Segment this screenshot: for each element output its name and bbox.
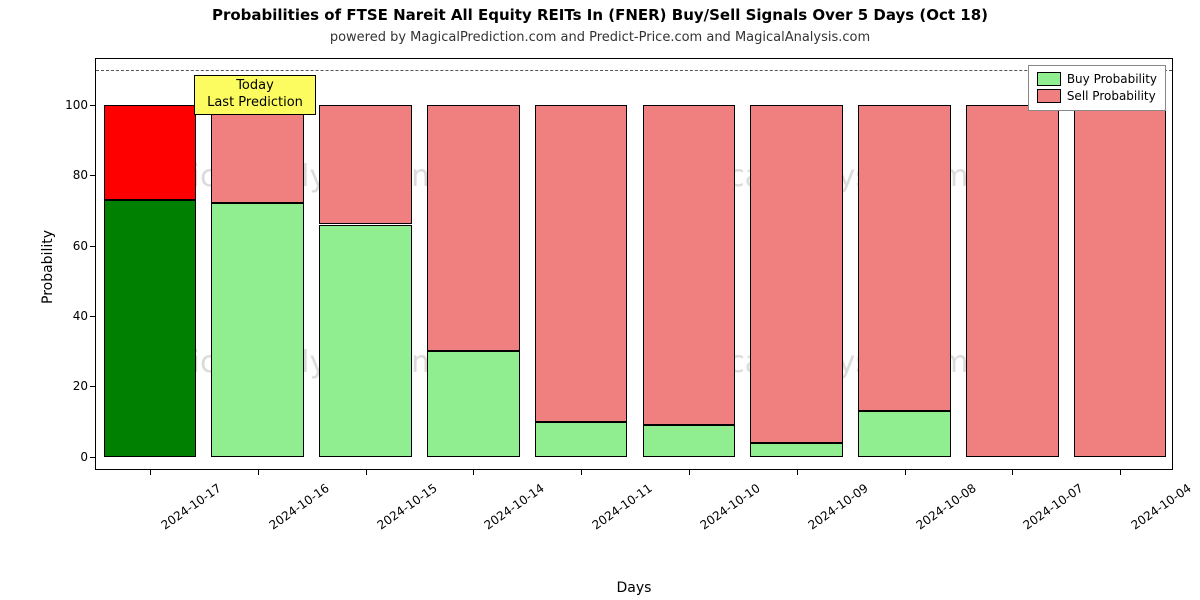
sell-bar (1074, 105, 1167, 457)
buy-bar (211, 203, 304, 457)
sell-bar (966, 105, 1059, 457)
sell-bar (104, 105, 197, 200)
x-tick-label: 2024-10-16 (266, 481, 331, 532)
today-annotation: TodayLast Prediction (194, 75, 316, 115)
x-tick-label: 2024-10-09 (805, 481, 870, 532)
sell-bar (858, 105, 951, 411)
buy-bar (750, 443, 843, 457)
x-tick-mark (258, 469, 259, 475)
x-tick-label: 2024-10-10 (698, 481, 763, 532)
buy-bar (427, 351, 520, 457)
x-tick-mark (689, 469, 690, 475)
x-tick-mark (1012, 469, 1013, 475)
x-tick-label: 2024-10-08 (913, 481, 978, 532)
reference-line (96, 70, 1172, 71)
chart-container: Probabilities of FTSE Nareit All Equity … (0, 0, 1200, 600)
chart-title: Probabilities of FTSE Nareit All Equity … (0, 6, 1200, 24)
y-tick-mark (90, 386, 96, 387)
x-tick-mark (797, 469, 798, 475)
x-tick-label: 2024-10-07 (1021, 481, 1086, 532)
x-tick-label: 2024-10-17 (159, 481, 224, 532)
x-tick-label: 2024-10-11 (590, 481, 655, 532)
legend-swatch (1037, 72, 1061, 86)
annotation-line: Today (201, 78, 309, 95)
sell-bar (427, 105, 520, 351)
x-tick-mark (905, 469, 906, 475)
buy-bar (643, 425, 736, 457)
annotation-line: Last Prediction (201, 95, 309, 112)
x-tick-label: 2024-10-15 (374, 481, 439, 532)
legend: Buy ProbabilitySell Probability (1028, 65, 1166, 111)
legend-label: Buy Probability (1067, 71, 1157, 88)
x-tick-mark (581, 469, 582, 475)
sell-bar (750, 105, 843, 443)
y-tick-mark (90, 457, 96, 458)
x-tick-mark (1120, 469, 1121, 475)
y-tick-mark (90, 105, 96, 106)
sell-bar (211, 105, 304, 204)
buy-bar (535, 422, 628, 457)
buy-bar (104, 200, 197, 457)
x-tick-mark (150, 469, 151, 475)
sell-bar (643, 105, 736, 425)
y-axis-label: Probability (40, 230, 56, 304)
plot-area: 020406080100MagicalAnalysis.comMagicalAn… (95, 58, 1173, 470)
sell-bar (535, 105, 628, 422)
x-tick-label: 2024-10-04 (1129, 481, 1194, 532)
buy-bar (858, 411, 951, 457)
legend-label: Sell Probability (1067, 88, 1156, 105)
x-axis-label: Days (95, 580, 1173, 596)
legend-item: Buy Probability (1037, 71, 1157, 88)
chart-subtitle: powered by MagicalPrediction.com and Pre… (0, 30, 1200, 45)
legend-swatch (1037, 89, 1061, 103)
y-tick-mark (90, 316, 96, 317)
sell-bar (319, 105, 412, 225)
y-tick-mark (90, 175, 96, 176)
x-tick-mark (366, 469, 367, 475)
legend-item: Sell Probability (1037, 88, 1157, 105)
x-tick-label: 2024-10-14 (482, 481, 547, 532)
buy-bar (319, 225, 412, 457)
x-tick-mark (473, 469, 474, 475)
y-tick-mark (90, 246, 96, 247)
